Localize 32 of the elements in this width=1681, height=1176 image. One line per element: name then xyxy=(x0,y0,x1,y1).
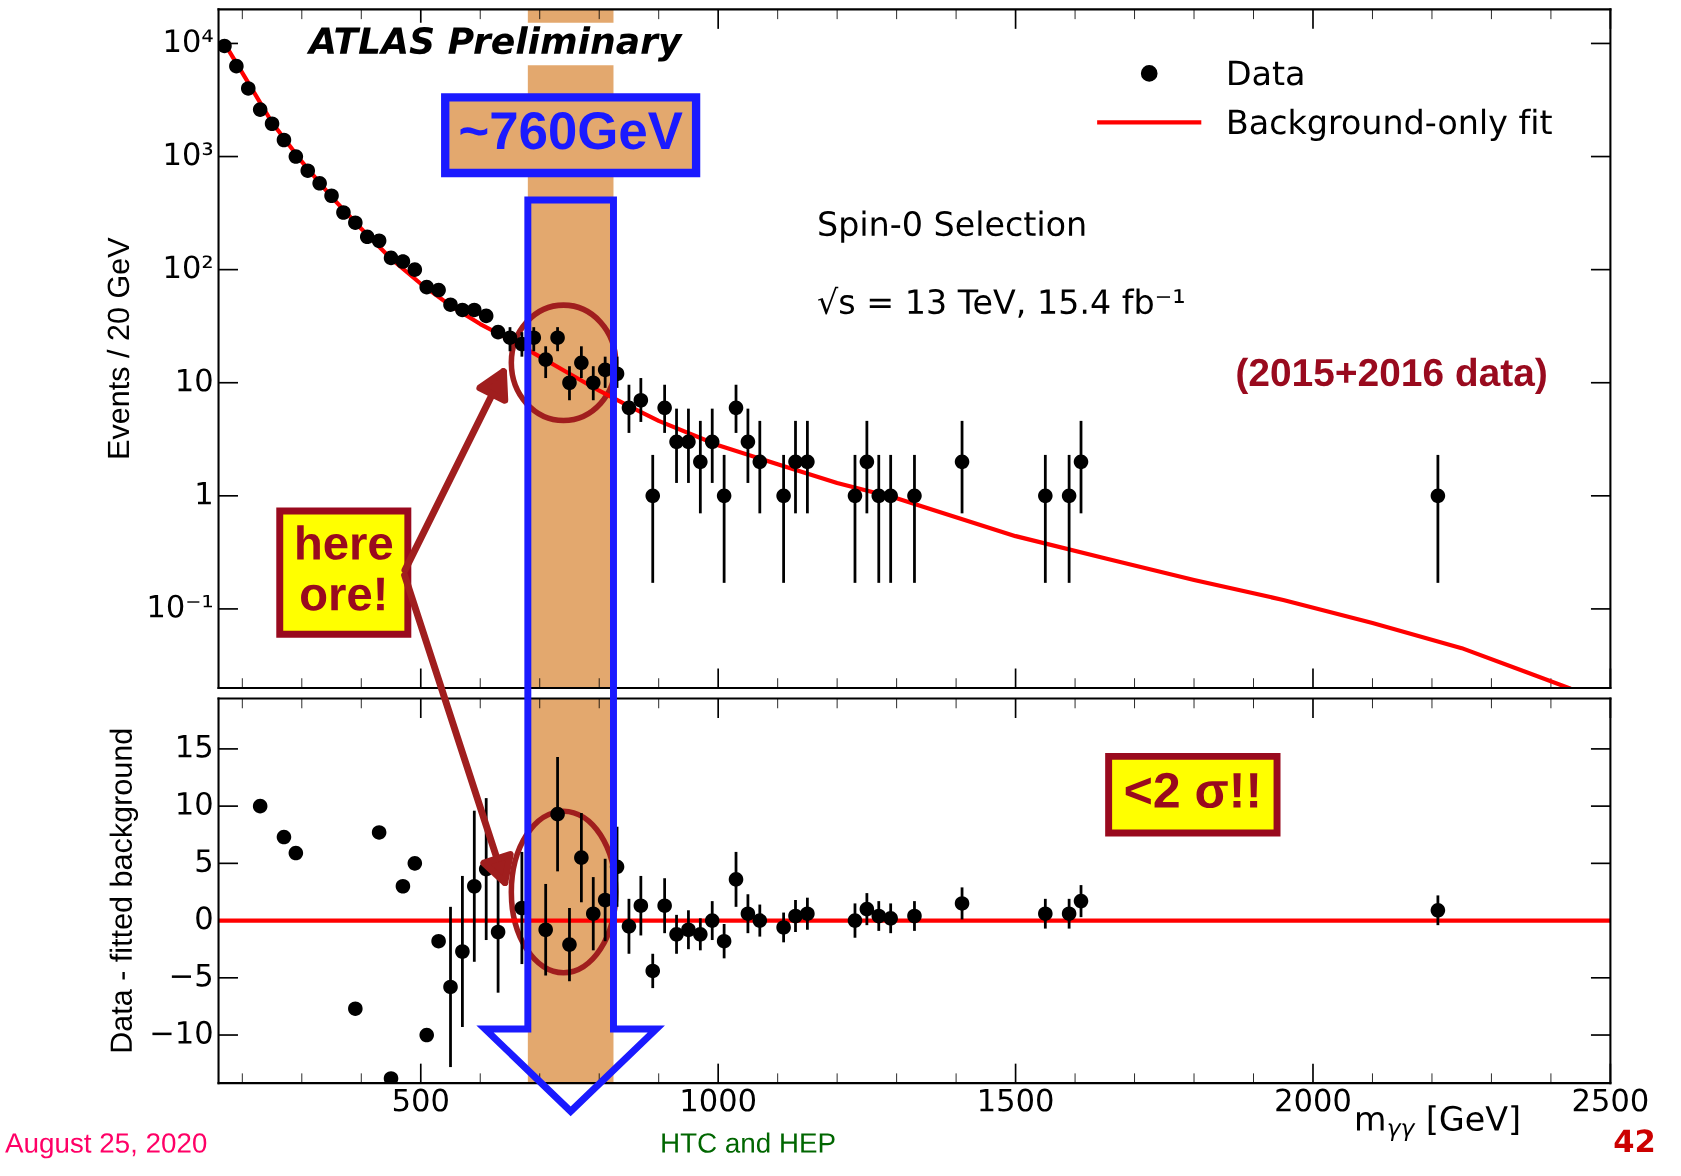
text: HTC and HEP xyxy=(662,1132,835,1153)
y-axis-title: Data - fitted background xyxy=(109,729,139,1052)
annotation: ATLAS Preliminary xyxy=(306,26,683,62)
y-tick-label: 10³ xyxy=(165,142,213,166)
annotation: Spin-0 Selection xyxy=(819,210,1085,243)
y-tick-label: 5 xyxy=(196,849,211,873)
legend-label: Background-only fit xyxy=(1229,108,1552,141)
y-tick-label: 10 xyxy=(178,368,212,392)
band-label: ~760GeV xyxy=(460,112,683,150)
annotation: √s = 13 TeV, 15.4 fb⁻¹ xyxy=(818,286,1184,318)
x-tick-label: 500 xyxy=(393,1088,448,1112)
text: August 25, 2020 xyxy=(5,1133,207,1159)
annotation: here ore! xyxy=(297,525,393,611)
y-tick-label: 15 xyxy=(178,735,211,758)
y-tick-label: 10⁻¹ xyxy=(149,594,212,618)
x-tick-label: 2000 xyxy=(1276,1088,1350,1112)
y-tick-label: −10 xyxy=(152,1020,212,1044)
y-tick-label: 1 xyxy=(197,481,211,505)
text: 42 xyxy=(1614,1129,1654,1153)
annotation: <2 σ!! xyxy=(1125,772,1258,809)
x-tick-label: 2500 xyxy=(1573,1088,1648,1112)
x-axis-title: m$_{γγ}$ [GeV] xyxy=(1357,1105,1519,1141)
y-tick-label: 0 xyxy=(196,906,212,930)
y-tick-label: 10² xyxy=(165,255,212,279)
y-tick-label: 10⁴ xyxy=(165,29,213,53)
x-tick-label: 1500 xyxy=(980,1088,1053,1112)
annotation: (2015+2016 data) xyxy=(1237,357,1546,394)
x-tick-label: 1000 xyxy=(682,1088,756,1112)
y-axis-title: Events / 20 GeV xyxy=(106,237,130,458)
y-tick-label: −5 xyxy=(171,963,211,987)
legend-label: Data xyxy=(1229,60,1303,86)
y-tick-label: 10 xyxy=(178,791,212,815)
